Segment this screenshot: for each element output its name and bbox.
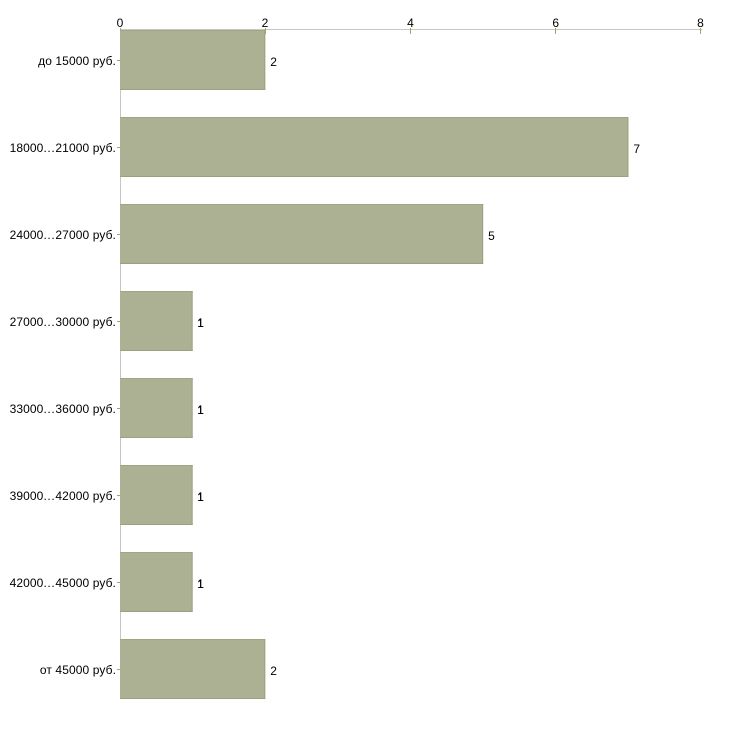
svg-text:от 45000 руб.: от 45000 руб. [40,663,116,677]
svg-text:24000...27000 руб.: 24000...27000 руб. [10,228,116,242]
svg-text:18000...21000 руб.: 18000...21000 руб. [10,141,116,155]
svg-text:7: 7 [633,142,640,156]
svg-text:4: 4 [407,16,414,30]
svg-text:33000...36000 руб.: 33000...36000 руб. [10,402,116,416]
svg-text:2: 2 [262,16,269,30]
svg-text:42000...45000 руб.: 42000...45000 руб. [10,576,116,590]
svg-text:2: 2 [270,664,277,678]
svg-text:5: 5 [488,229,495,243]
svg-text:2: 2 [270,55,277,69]
svg-text:8: 8 [697,16,704,30]
svg-text:до 15000 руб.: до 15000 руб. [38,54,116,68]
svg-text:27000...30000 руб.: 27000...30000 руб. [10,315,116,329]
svg-text:0: 0 [117,16,124,30]
svg-text:6: 6 [552,16,559,30]
svg-text:39000...42000 руб.: 39000...42000 руб. [10,489,116,503]
